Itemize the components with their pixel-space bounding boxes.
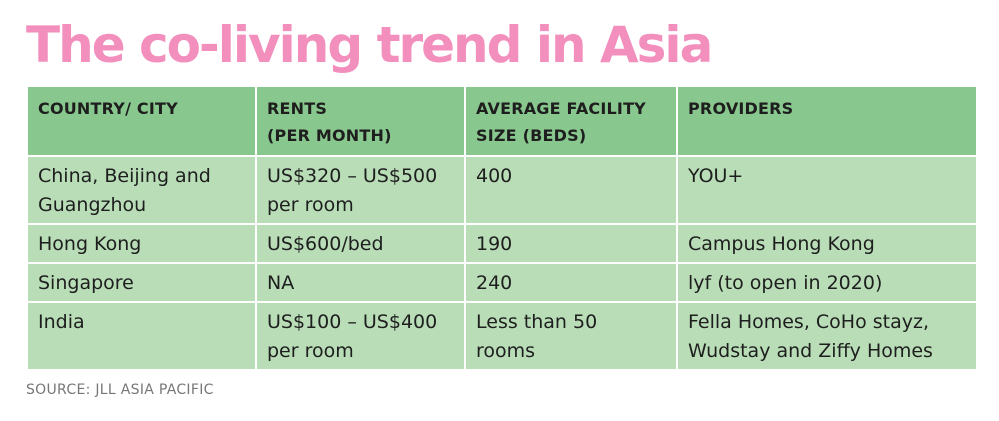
table-row: China, Beijing and Guangzhou US$320 – US… xyxy=(26,155,978,225)
header-rents: RENTS (PER MONTH) xyxy=(255,85,466,157)
header-facility-size: AVERAGE FACILITY SIZE (BEDS) xyxy=(464,85,678,157)
cell-facility-size: 240 xyxy=(464,262,678,303)
cell-providers: Fella Homes, CoHo stayz, Wudstay and Zif… xyxy=(676,301,978,371)
cell-country-city: China, Beijing and Guangzhou xyxy=(26,155,257,225)
cell-providers: YOU+ xyxy=(676,155,978,225)
cell-rents: US$100 – US$400 per room xyxy=(255,301,466,371)
cell-rents: US$320 – US$500 per room xyxy=(255,155,466,225)
cell-country-city: Hong Kong xyxy=(26,223,257,264)
page-title: The co-living trend in Asia xyxy=(26,16,713,74)
cell-country-city: India xyxy=(26,301,257,371)
cell-rents: US$600/bed xyxy=(255,223,466,264)
header-country-city: COUNTRY/ CITY xyxy=(26,85,257,157)
cell-providers: lyf (to open in 2020) xyxy=(676,262,978,303)
source-note: SOURCE: JLL ASIA PACIFIC xyxy=(26,382,214,398)
table-row: India US$100 – US$400 per room Less than… xyxy=(26,301,978,371)
cell-rents: NA xyxy=(255,262,466,303)
coliving-table: COUNTRY/ CITY RENTS (PER MONTH) AVERAGE … xyxy=(26,85,978,371)
table-row: Singapore NA 240 lyf (to open in 2020) xyxy=(26,262,978,303)
cell-facility-size: 400 xyxy=(464,155,678,225)
header-providers: PROVIDERS xyxy=(676,85,978,157)
cell-country-city: Singapore xyxy=(26,262,257,303)
cell-facility-size: 190 xyxy=(464,223,678,264)
table-row: Hong Kong US$600/bed 190 Campus Hong Kon… xyxy=(26,223,978,264)
cell-providers: Campus Hong Kong xyxy=(676,223,978,264)
table-header-row: COUNTRY/ CITY RENTS (PER MONTH) AVERAGE … xyxy=(26,85,978,157)
cell-facility-size: Less than 50 rooms xyxy=(464,301,678,371)
